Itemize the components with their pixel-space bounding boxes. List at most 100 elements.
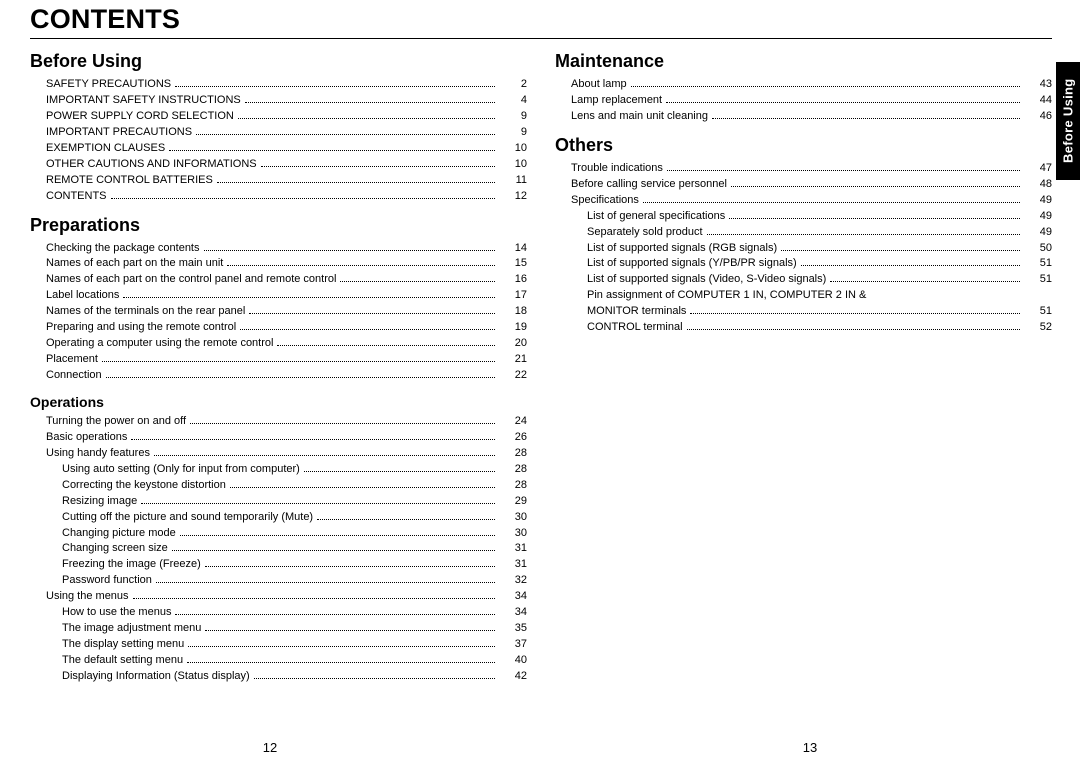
toc-entry[interactable]: Displaying Information (Status display)4… — [30, 669, 527, 685]
toc-entry[interactable]: Resizing image29 — [30, 494, 527, 510]
toc-entry[interactable]: Operating a computer using the remote co… — [30, 336, 527, 352]
toc-entry[interactable]: Connection22 — [30, 368, 527, 384]
leader-dots — [245, 102, 495, 103]
leader-dots — [317, 519, 495, 520]
toc-entry[interactable]: Changing picture mode30 — [30, 526, 527, 542]
toc-entry[interactable]: EXEMPTION CLAUSES10 — [30, 141, 527, 157]
toc-entry[interactable]: List of supported signals (Y/PB/PR signa… — [555, 256, 1052, 272]
leader-dots — [133, 598, 495, 599]
toc-entry[interactable]: Placement21 — [30, 352, 527, 368]
leader-dots — [729, 218, 1020, 219]
toc-entry[interactable]: Trouble indications47 — [555, 161, 1052, 177]
toc-entry[interactable]: OTHER CAUTIONS AND INFORMATIONS10 — [30, 157, 527, 173]
toc-entry-label: CONTENTS — [46, 189, 107, 205]
toc-entry[interactable]: IMPORTANT PRECAUTIONS9 — [30, 125, 527, 141]
leader-dots — [240, 329, 495, 330]
toc-entry-page: 34 — [499, 589, 527, 605]
toc-entry[interactable]: Specifications49 — [555, 193, 1052, 209]
toc-list: Checking the package contents14Names of … — [30, 241, 527, 384]
toc-entry-label: Pin assignment of COMPUTER 1 IN, COMPUTE… — [587, 288, 866, 304]
toc-entry[interactable]: POWER SUPPLY CORD SELECTION9 — [30, 109, 527, 125]
leader-dots — [172, 550, 495, 551]
toc-entry[interactable]: Names of each part on the control panel … — [30, 272, 527, 288]
toc-entry-page: 12 — [499, 189, 527, 205]
toc-entry-page: 42 — [499, 669, 527, 685]
toc-entry[interactable]: REMOTE CONTROL BATTERIES11 — [30, 173, 527, 189]
toc-entry[interactable]: Lamp replacement44 — [555, 93, 1052, 109]
toc-entry[interactable]: Names of each part on the main unit15 — [30, 256, 527, 272]
toc-entry[interactable]: Pin assignment of COMPUTER 1 IN, COMPUTE… — [555, 288, 1052, 304]
toc-entry[interactable]: Preparing and using the remote control19 — [30, 320, 527, 336]
subsection-heading: Operations — [30, 394, 527, 410]
toc-entry[interactable]: Cutting off the picture and sound tempor… — [30, 510, 527, 526]
toc-entry[interactable]: Lens and main unit cleaning46 — [555, 109, 1052, 125]
toc-entry-label: About lamp — [571, 77, 627, 93]
leader-dots — [707, 234, 1020, 235]
toc-entry-page: 34 — [499, 605, 527, 621]
toc-entry-label: EXEMPTION CLAUSES — [46, 141, 165, 157]
toc-entry-label: Preparing and using the remote control — [46, 320, 236, 336]
toc-entry[interactable]: CONTENTS 12 — [30, 189, 527, 205]
leader-dots — [205, 566, 495, 567]
leader-dots — [830, 281, 1020, 282]
toc-entry[interactable]: The image adjustment menu35 — [30, 621, 527, 637]
toc-entry[interactable]: Label locations17 — [30, 288, 527, 304]
page-number-left: 12 — [30, 740, 510, 755]
left-column: Before UsingSAFETY PRECAUTIONS2IMPORTANT… — [30, 49, 527, 695]
page-number-right: 13 — [570, 740, 1050, 755]
toc-list: About lamp 43Lamp replacement44Lens and m… — [555, 77, 1052, 125]
toc-entry[interactable]: Correcting the keystone distortion28 — [30, 478, 527, 494]
toc-entry[interactable]: About lamp 43 — [555, 77, 1052, 93]
toc-entry[interactable]: List of general specifications49 — [555, 209, 1052, 225]
toc-entry[interactable]: The default setting menu40 — [30, 653, 527, 669]
toc-entry[interactable]: Turning the power on and off 24 — [30, 414, 527, 430]
toc-entry[interactable]: Changing screen size31 — [30, 541, 527, 557]
toc-entry-label: MONITOR terminals — [587, 304, 686, 320]
toc-entry-label: Password function — [62, 573, 152, 589]
toc-entry[interactable]: Names of the terminals on the rear panel… — [30, 304, 527, 320]
toc-entry-label: IMPORTANT PRECAUTIONS — [46, 125, 192, 141]
toc-entry[interactable]: CONTROL terminal52 — [555, 320, 1052, 336]
toc-entry[interactable]: Freezing the image (Freeze)31 — [30, 557, 527, 573]
toc-entry[interactable]: MONITOR terminals51 — [555, 304, 1052, 320]
toc-list: Trouble indications47Before calling serv… — [555, 161, 1052, 336]
right-column: MaintenanceAbout lamp43Lamp replacement4… — [555, 49, 1052, 695]
toc-entry[interactable]: The display setting menu37 — [30, 637, 527, 653]
toc-entry-page: 43 — [1024, 77, 1052, 93]
toc-entry[interactable]: Before calling service personnel48 — [555, 177, 1052, 193]
toc-entry[interactable]: Using auto setting (Only for input from … — [30, 462, 527, 478]
toc-entry-label: Changing screen size — [62, 541, 168, 557]
leader-dots — [227, 265, 495, 266]
toc-entry-page: 49 — [1024, 225, 1052, 241]
leader-dots — [631, 86, 1020, 87]
toc-entry-page: 24 — [499, 414, 527, 430]
side-tab-before-using: Before Using — [1056, 62, 1080, 180]
toc-entry-label: Turning the power on and off — [46, 414, 186, 430]
toc-entry[interactable]: Checking the package contents14 — [30, 241, 527, 257]
leader-dots — [643, 202, 1020, 203]
toc-entry-page: 35 — [499, 621, 527, 637]
leader-dots — [156, 582, 495, 583]
toc-entry[interactable]: How to use the menus34 — [30, 605, 527, 621]
toc-entry[interactable]: SAFETY PRECAUTIONS2 — [30, 77, 527, 93]
toc-entry-label: List of supported signals (Y/PB/PR signa… — [587, 256, 797, 272]
toc-entry[interactable]: List of supported signals (Video, S-Vide… — [555, 272, 1052, 288]
toc-entry-label: Using the menus — [46, 589, 129, 605]
leader-dots — [261, 166, 495, 167]
toc-entry[interactable]: IMPORTANT SAFETY INSTRUCTIONS4 — [30, 93, 527, 109]
toc-entry[interactable]: Password function32 — [30, 573, 527, 589]
toc-entry[interactable]: Basic operations26 — [30, 430, 527, 446]
toc-entry[interactable]: Using the menus 34 — [30, 589, 527, 605]
toc-entry-label: Operating a computer using the remote co… — [46, 336, 273, 352]
toc-entry-page: 49 — [1024, 193, 1052, 209]
toc-entry-label: Using auto setting (Only for input from … — [62, 462, 300, 478]
toc-entry-label: Correcting the keystone distortion — [62, 478, 226, 494]
leader-dots — [204, 250, 496, 251]
leader-dots — [667, 170, 1020, 171]
toc-entry[interactable]: List of supported signals (RGB signals)5… — [555, 241, 1052, 257]
toc-entry[interactable]: Using handy features28 — [30, 446, 527, 462]
toc-entry-page: 30 — [499, 510, 527, 526]
toc-entry[interactable]: Separately sold product49 — [555, 225, 1052, 241]
leader-dots — [106, 377, 495, 378]
leader-dots — [180, 535, 495, 536]
